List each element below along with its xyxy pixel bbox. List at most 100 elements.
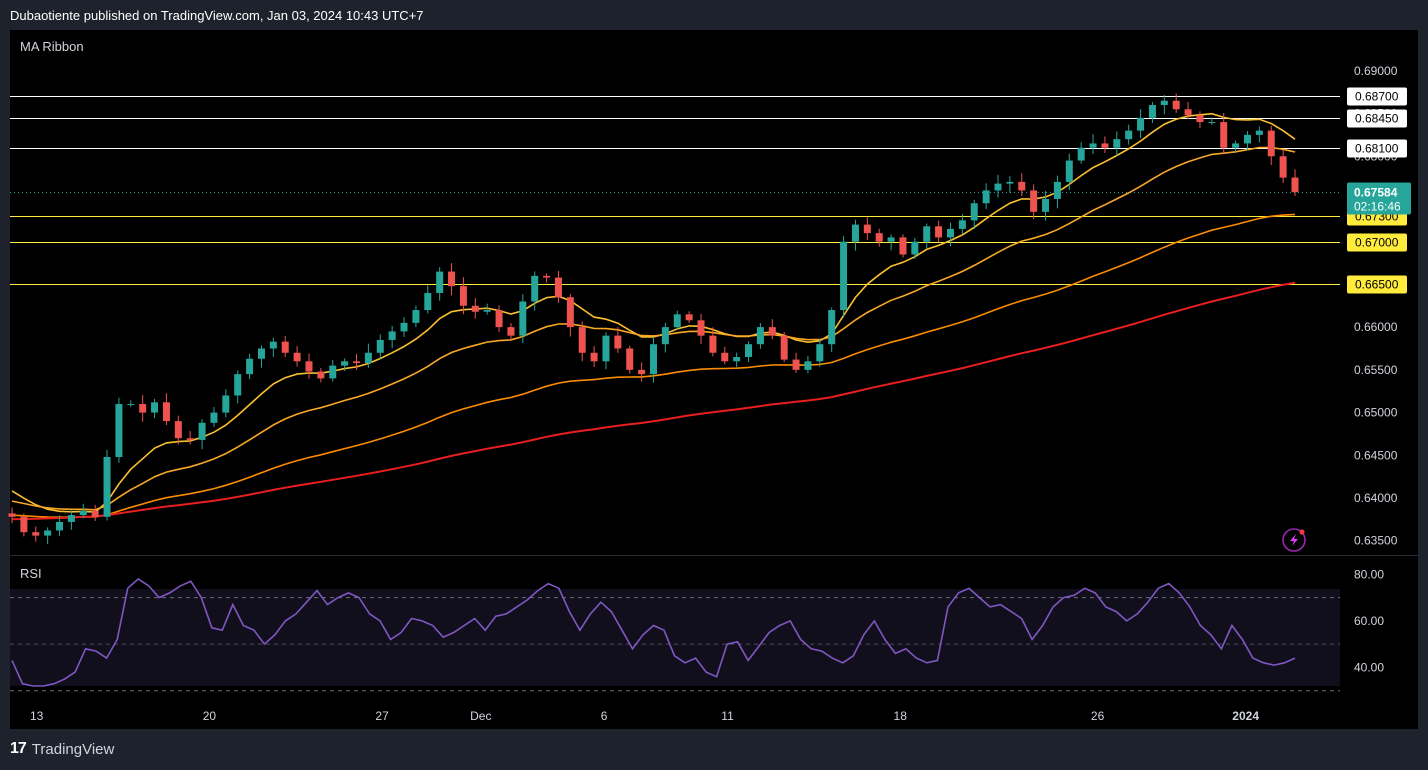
candle-body [840, 241, 848, 311]
rsi-label: RSI [20, 566, 42, 581]
candle [79, 503, 87, 519]
candle-body [353, 361, 361, 364]
candle-body [1065, 160, 1073, 182]
candle [946, 222, 954, 247]
candle-body [103, 456, 111, 517]
candle [661, 322, 669, 353]
candle-body [863, 224, 871, 234]
candle [1208, 117, 1216, 125]
candle-body [1160, 100, 1168, 105]
candle [756, 322, 764, 349]
candle [127, 400, 135, 407]
candle [614, 326, 622, 353]
candle [1160, 94, 1168, 115]
candle [139, 395, 147, 422]
candle [721, 346, 729, 365]
candle-body [887, 237, 895, 242]
candle-body [1267, 130, 1275, 157]
xaxis-bg [10, 702, 1340, 729]
candle [424, 285, 432, 314]
candle [638, 362, 646, 382]
candle-body [341, 361, 349, 366]
candle [519, 294, 527, 344]
candle [341, 358, 349, 371]
candle-body [923, 226, 931, 242]
candle-body [602, 335, 610, 362]
candle [495, 305, 503, 333]
main-pane-bg [10, 30, 1340, 555]
candle-body [483, 310, 491, 312]
candle-body [507, 327, 515, 336]
level-badge [1347, 139, 1407, 158]
candle-body [471, 305, 479, 312]
candle [899, 234, 907, 258]
candle-body [329, 365, 337, 379]
time-tick-label: 11 [721, 709, 734, 723]
candle-body [1101, 143, 1109, 148]
candle-body [1279, 156, 1287, 178]
candle-body [91, 510, 99, 517]
candle-body [899, 237, 907, 255]
candle-body [281, 341, 289, 353]
candle-body [709, 335, 717, 353]
candle-body [792, 359, 800, 370]
candle [91, 504, 99, 521]
candle-body [412, 310, 420, 323]
candles [8, 93, 1299, 545]
candle [1101, 136, 1109, 153]
publish-header: Dubaotiente published on TradingView.com… [10, 8, 424, 23]
candle-body [1208, 122, 1216, 124]
candle-body [982, 190, 990, 204]
candle [531, 271, 539, 311]
candle-body [115, 404, 123, 457]
candle [958, 214, 966, 235]
candle-body [638, 369, 646, 375]
candle [1291, 169, 1299, 196]
candle [1243, 131, 1251, 151]
candle-body [79, 510, 87, 516]
candle-body [20, 516, 28, 533]
candle [483, 303, 491, 315]
candle [1267, 125, 1275, 166]
candle-body [400, 322, 408, 332]
candle [851, 219, 859, 251]
candle-body [198, 422, 206, 440]
candle [935, 220, 943, 243]
candle-body [626, 348, 634, 370]
candle [566, 294, 574, 337]
candle [697, 314, 705, 344]
candle-body [127, 404, 135, 406]
candle-body [436, 271, 444, 293]
candle [44, 527, 52, 545]
candle [1196, 111, 1204, 129]
candle-body [531, 275, 539, 302]
candle [578, 321, 586, 362]
candle-body [293, 352, 301, 362]
candle-body [958, 220, 966, 229]
candle [804, 355, 812, 374]
tradingview-logo-icon[interactable]: 17 [10, 740, 27, 757]
candle [554, 271, 562, 303]
level-badge-label: 0.68700 [1355, 90, 1399, 104]
candle [970, 199, 978, 230]
last-price-label: 0.67584 [1354, 186, 1398, 200]
lightning-icon[interactable] [1282, 528, 1306, 552]
candle-body [269, 341, 277, 349]
candle [626, 345, 634, 374]
candle-body [650, 344, 657, 375]
candle-body [935, 226, 943, 238]
time-tick-label: 20 [203, 709, 217, 723]
candle [8, 507, 16, 524]
time-tick-label: 18 [894, 709, 908, 723]
candle-body [1137, 117, 1145, 131]
candle-body [222, 395, 230, 413]
candle-body [804, 361, 812, 370]
candle-body [519, 301, 527, 336]
candle-body [1196, 115, 1204, 123]
candle [400, 317, 408, 337]
level-badge-label: 0.68450 [1355, 112, 1399, 126]
candle [875, 228, 883, 247]
candle [1018, 173, 1026, 196]
candle [281, 335, 289, 357]
